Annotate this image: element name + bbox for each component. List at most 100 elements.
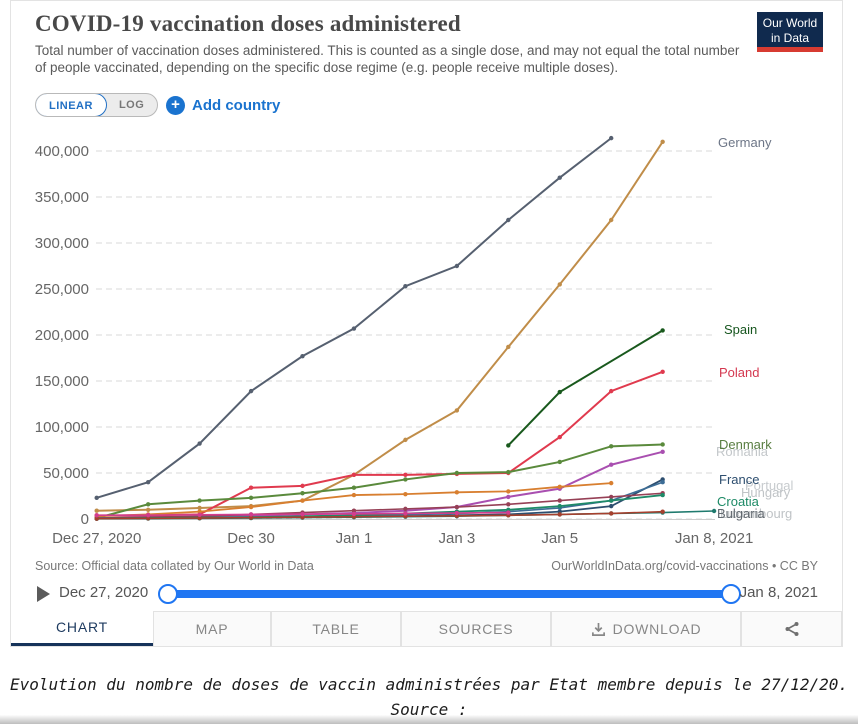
data-point-Croatia[interactable]	[557, 503, 562, 509]
play-icon[interactable]	[37, 586, 50, 602]
data-point-Germany[interactable]	[557, 175, 562, 180]
slider-handle-end[interactable]	[721, 584, 741, 604]
data-point-Poland[interactable]	[557, 434, 562, 440]
linear-button[interactable]: LINEAR	[36, 94, 107, 116]
data-point-unlabeled-orange[interactable]	[403, 491, 408, 497]
data-point-Hungary[interactable]	[557, 498, 562, 503]
tab-chart[interactable]: CHART	[11, 611, 153, 646]
series-line-unlabeled-brick[interactable]	[96, 510, 663, 520]
data-point-unlabeled-brick[interactable]	[248, 515, 254, 520]
timeline-slider[interactable]	[158, 584, 741, 604]
data-point-unlabeled-magenta[interactable]	[300, 512, 305, 517]
data-point-unlabeled-magenta[interactable]	[94, 513, 99, 518]
data-point-Poland[interactable]	[660, 369, 665, 374]
data-point-Denmark[interactable]	[300, 491, 305, 496]
data-point-Denmark[interactable]	[454, 470, 460, 476]
data-point-Poland[interactable]	[403, 472, 408, 478]
data-point-unlabeled-orange[interactable]	[609, 480, 614, 486]
tab-download[interactable]: DOWNLOAD	[551, 611, 741, 646]
data-point-Romania[interactable]	[506, 494, 511, 500]
data-point-unlabeled-brick[interactable]	[145, 516, 151, 521]
data-point-unlabeled-magenta[interactable]	[145, 512, 151, 518]
data-point-France[interactable]	[609, 503, 614, 509]
data-point-unlabeled-orange[interactable]	[557, 484, 562, 489]
data-point-unlabeled-brick[interactable]	[609, 511, 614, 516]
country-label-portugal[interactable]: Portugal	[745, 478, 794, 493]
data-point-Germany[interactable]	[506, 217, 511, 223]
data-point-Denmark[interactable]	[403, 477, 408, 482]
data-point-unlabeled-orange[interactable]	[197, 509, 202, 514]
data-point-Germany[interactable]	[197, 441, 202, 446]
data-point-unlabeled-magenta[interactable]	[248, 512, 254, 517]
data-point-unlabeled-brick[interactable]	[94, 516, 99, 521]
data-point-Poland[interactable]	[248, 485, 254, 490]
data-point-Portugal[interactable]	[660, 480, 665, 485]
data-point-Hungary[interactable]	[454, 504, 460, 510]
data-point-Poland[interactable]	[300, 483, 305, 489]
series-line-Hungary[interactable]	[96, 492, 663, 519]
data-point-Poland[interactable]	[351, 472, 357, 478]
tab-share[interactable]	[741, 611, 842, 646]
data-point-unlabeled-tan[interactable]	[557, 282, 562, 287]
data-point-Romania[interactable]	[660, 449, 665, 455]
data-point-Hungary[interactable]	[403, 506, 408, 512]
data-point-unlabeled-orange[interactable]	[351, 492, 357, 498]
data-point-Denmark[interactable]	[660, 442, 665, 447]
data-point-Germany[interactable]	[403, 284, 408, 289]
series-line-Spain[interactable]	[507, 329, 664, 447]
series-line-Germany[interactable]	[96, 137, 612, 499]
country-label-luxembourg[interactable]: Luxembourg	[720, 506, 792, 521]
data-point-unlabeled-tan[interactable]	[94, 508, 99, 513]
data-point-unlabeled-brick[interactable]	[557, 512, 562, 517]
data-point-Denmark[interactable]	[557, 459, 562, 465]
chart-plot-area[interactable]: 0 50,000 100,000 150,000 200,000 250,000 300,0…	[11, 1, 842, 646]
data-point-Denmark[interactable]	[145, 502, 151, 507]
data-point-Poland[interactable]	[609, 388, 614, 394]
country-label-denmark[interactable]: Denmark	[719, 437, 772, 452]
tab-table[interactable]: TABLE	[271, 611, 401, 646]
country-label-france[interactable]: France	[719, 472, 759, 487]
data-point-Germany[interactable]	[300, 353, 305, 359]
country-label-bulgaria[interactable]: Bulgaria	[717, 506, 765, 521]
data-point-unlabeled-brick[interactable]	[660, 509, 665, 514]
data-point-Denmark[interactable]	[506, 469, 511, 475]
country-label-spain[interactable]: Spain	[724, 322, 757, 337]
log-button[interactable]: LOG	[118, 99, 145, 111]
data-point-unlabeled-magenta[interactable]	[197, 512, 202, 518]
data-point-Denmark[interactable]	[197, 498, 202, 503]
country-label-hungary[interactable]: Hungary	[741, 485, 791, 500]
add-country-button[interactable]: + Add country	[166, 93, 280, 117]
country-label-romania[interactable]: Romania	[716, 444, 769, 459]
data-point-Croatia[interactable]	[660, 492, 665, 498]
data-point-Denmark[interactable]	[351, 485, 357, 490]
data-point-Germany[interactable]	[94, 495, 99, 501]
data-point-unlabeled-orange[interactable]	[454, 490, 460, 495]
data-point-unlabeled-tan[interactable]	[145, 507, 151, 512]
data-point-unlabeled-magenta[interactable]	[506, 510, 511, 515]
data-point-Germany[interactable]	[248, 388, 254, 394]
data-point-Spain[interactable]	[506, 443, 511, 448]
data-point-unlabeled-tan[interactable]	[660, 139, 665, 144]
series-line-unlabeled-tan[interactable]	[96, 141, 664, 512]
data-point-Spain[interactable]	[660, 328, 665, 333]
data-point-unlabeled-orange[interactable]	[506, 489, 511, 494]
data-point-unlabeled-tan[interactable]	[506, 344, 511, 350]
data-point-unlabeled-tan[interactable]	[197, 505, 202, 511]
country-label-poland[interactable]: Poland	[719, 365, 759, 380]
data-point-Germany[interactable]	[145, 480, 151, 485]
data-point-Germany[interactable]	[351, 326, 357, 331]
data-point-Romania[interactable]	[609, 462, 614, 467]
data-point-Germany[interactable]	[609, 135, 614, 141]
data-point-unlabeled-dark-teal[interactable]	[711, 508, 717, 514]
data-point-Hungary[interactable]	[506, 502, 511, 507]
slider-handle-start[interactable]	[158, 584, 178, 604]
data-point-Hungary[interactable]	[609, 494, 614, 500]
data-point-Croatia[interactable]	[609, 498, 614, 503]
data-point-Hungary[interactable]	[351, 508, 357, 513]
series-line-Denmark[interactable]	[96, 443, 663, 520]
data-point-Denmark[interactable]	[248, 495, 254, 501]
data-point-Germany[interactable]	[454, 263, 460, 269]
tab-sources[interactable]: SOURCES	[401, 611, 551, 646]
data-point-unlabeled-orange[interactable]	[248, 504, 254, 510]
data-point-unlabeled-tan[interactable]	[609, 217, 614, 223]
